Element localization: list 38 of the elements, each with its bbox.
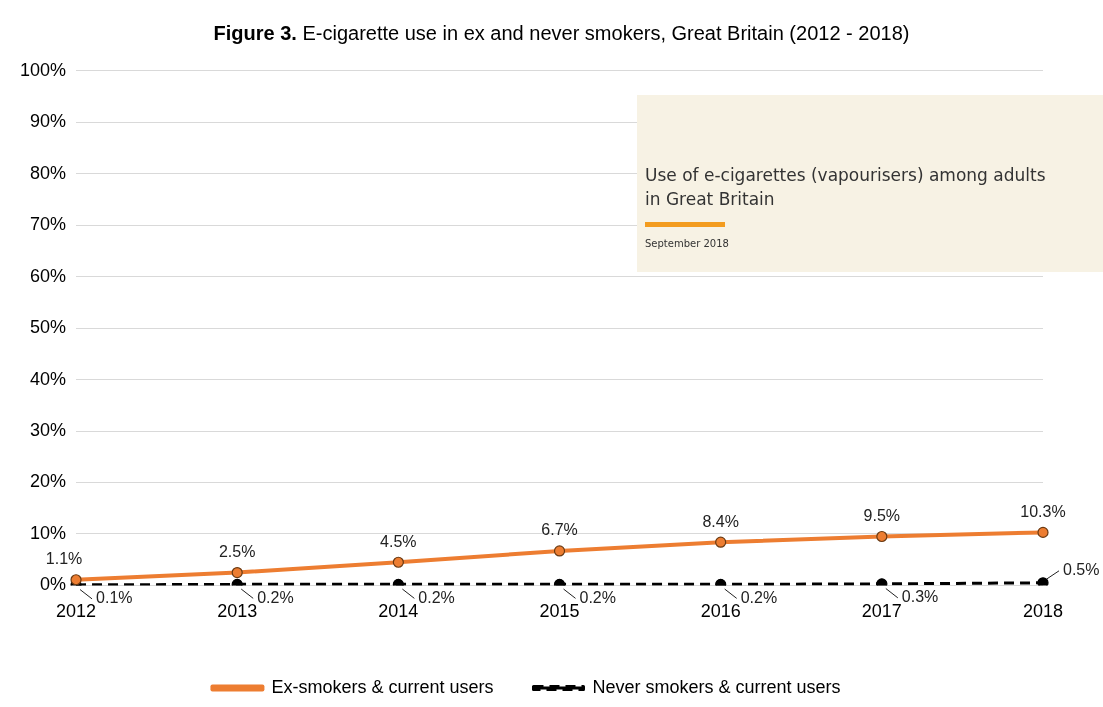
- x-tick-label: 2015: [539, 601, 580, 622]
- x-tick-label: 2017: [861, 601, 902, 622]
- data-label: 1.1%: [45, 550, 83, 568]
- y-tick-label: 0%: [40, 574, 67, 595]
- data-label: 0.2%: [579, 588, 616, 606]
- data-label: 0.2%: [740, 588, 778, 606]
- chart-title: Figure 3. E-cigarette use in ex and never smokers, Great Britain (2012 - 2018): [212, 22, 911, 45]
- x-tick-label: 2014: [378, 601, 419, 622]
- y-tick-label: 30%: [30, 419, 67, 440]
- y-tick-label: 70%: [30, 214, 67, 235]
- annotation: September 2018: [645, 238, 729, 249]
- data-label: 0.5%: [1063, 561, 1100, 579]
- legend-label: Ex-smokers & current users: [271, 676, 494, 697]
- data-label: 0.2%: [418, 588, 455, 606]
- data-label: 4.5%: [380, 532, 417, 550]
- y-tick-label: 50%: [30, 317, 67, 338]
- data-label: 9.5%: [863, 506, 901, 524]
- legend-label: Never smokers & current users: [592, 676, 841, 697]
- annotation: Use of e-cigarettes (vapourisers) among adults in Great Britain: [645, 164, 1047, 211]
- y-tick-label: 80%: [30, 162, 67, 183]
- data-label: 2.5%: [218, 542, 256, 560]
- y-tick-label: 60%: [30, 265, 67, 286]
- data-label: 6.7%: [541, 521, 578, 539]
- x-tick-label: 2012: [56, 601, 97, 622]
- data-label: 0.3%: [901, 588, 939, 606]
- data-label: 0.1%: [96, 589, 133, 607]
- report-cover: Use of e-cigarettes (vapourisers) among adults in Great Britain September 2018: [637, 95, 1103, 272]
- data-label: 8.4%: [702, 512, 739, 530]
- x-tick-label: 2018: [1022, 601, 1064, 622]
- y-tick-label: 10%: [30, 522, 67, 543]
- data-label: 0.2%: [257, 588, 294, 606]
- y-tick-label: 20%: [30, 471, 67, 492]
- y-tick-label: 40%: [30, 368, 67, 389]
- x-tick-label: 2013: [217, 601, 258, 622]
- data-label: 10.3%: [1020, 502, 1066, 520]
- x-tick-label: 2016: [700, 601, 741, 622]
- y-tick-label: 90%: [30, 111, 67, 132]
- y-tick-label: 100%: [19, 59, 67, 80]
